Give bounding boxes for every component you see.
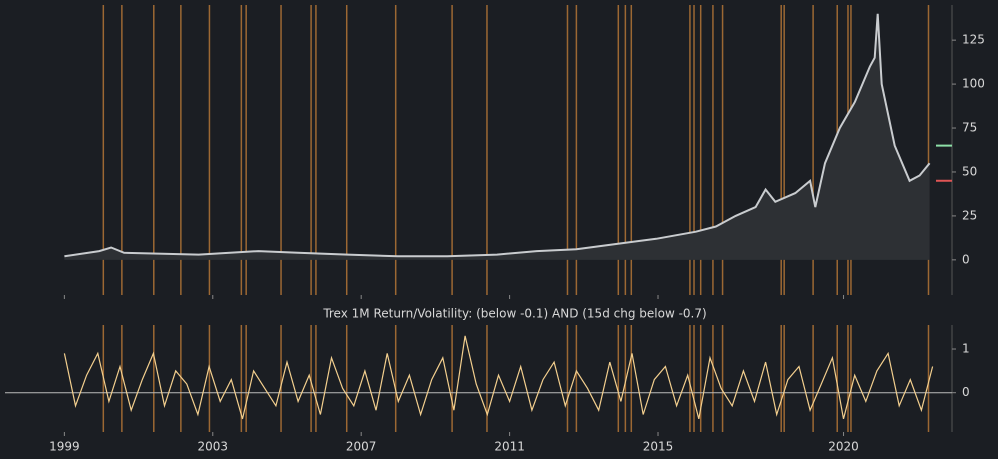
y-tick-label: 25 bbox=[962, 208, 977, 222]
y-tick-label: 100 bbox=[962, 77, 985, 91]
y-tick-label: 0 bbox=[962, 252, 970, 266]
x-tick-label: 2020 bbox=[828, 440, 859, 454]
area bbox=[64, 13, 930, 260]
panel-title: Trex 1M Return/Volatility: (below -0.1) … bbox=[322, 307, 706, 321]
x-tick-label: 2011 bbox=[494, 440, 525, 454]
y-tick-label: 75 bbox=[962, 121, 977, 135]
x-tick-label: 2015 bbox=[643, 440, 674, 454]
x-tick-label: 2003 bbox=[198, 440, 229, 454]
y-tick-label: 125 bbox=[962, 33, 985, 47]
series-line bbox=[63, 335, 934, 420]
series-line bbox=[64, 13, 931, 258]
y-tick-label: 1 bbox=[962, 342, 970, 356]
y-tick-label: 0 bbox=[962, 385, 970, 399]
y-tick-label: 50 bbox=[962, 164, 977, 178]
x-tick-label: 1999 bbox=[49, 440, 80, 454]
x-tick-label: 2007 bbox=[346, 440, 377, 454]
